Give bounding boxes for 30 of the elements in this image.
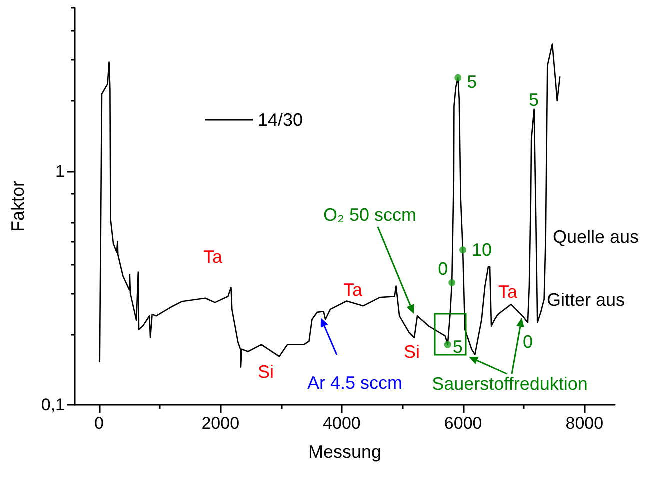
annotation: Ta: [203, 247, 224, 267]
x-tick-label: 4000: [323, 414, 361, 433]
annotation: 0: [438, 258, 448, 279]
y-axis-title: Faktor: [8, 180, 28, 232]
x-axis-title: Messung: [308, 442, 382, 462]
legend-label: 14/30: [258, 110, 304, 130]
point: [448, 279, 456, 286]
annotation: Ta: [343, 280, 364, 300]
x-tick-label: 0: [94, 414, 104, 433]
annotation: Quelle aus: [553, 227, 640, 247]
annotation: Sauerstoffreduktion: [432, 374, 588, 394]
x-tick-label: 6000: [444, 414, 482, 433]
x-tick-label: 2000: [202, 414, 240, 433]
y-tick-label: 0,1: [41, 396, 65, 414]
annotation: 10: [472, 240, 492, 260]
annotation: 0: [522, 332, 534, 352]
point: [460, 246, 467, 254]
annotation: Ta: [498, 282, 518, 302]
annotation: 5: [528, 90, 540, 110]
x-tick-label: 8000: [566, 414, 604, 433]
annotation: Si: [258, 362, 274, 382]
annotation: Ar 4.5 sccm: [307, 373, 403, 393]
annotation: 5: [452, 336, 463, 357]
point: [454, 74, 462, 82]
annotation: Si: [404, 342, 420, 362]
y-tick-label: 1: [56, 162, 65, 181]
annotation: 5: [467, 72, 478, 92]
annotation: Gitter aus: [547, 290, 626, 310]
point: [444, 341, 452, 348]
annotation: O₂ 50 sccm: [323, 205, 417, 225]
